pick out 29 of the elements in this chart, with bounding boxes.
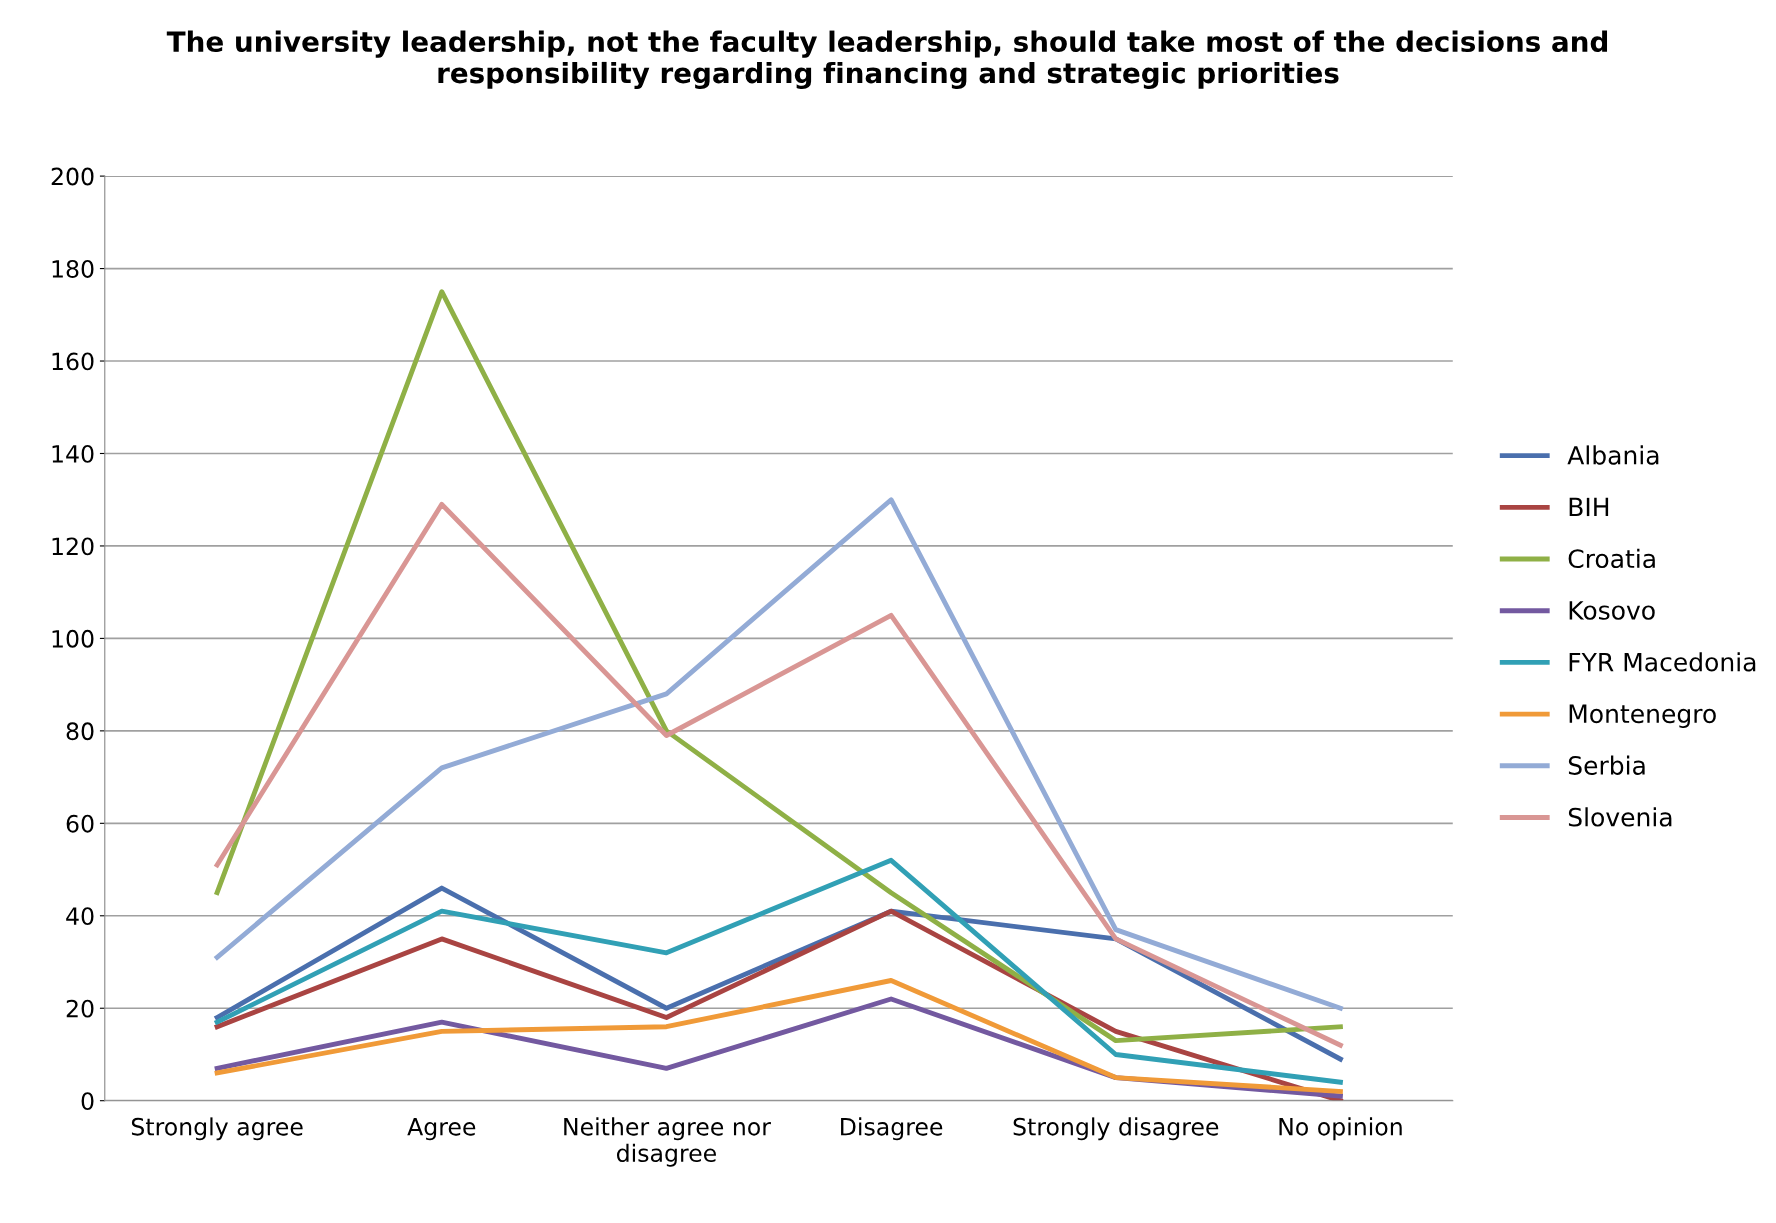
legend-label: Croatia [1568,548,1655,569]
legend-label: Montenegro [1569,704,1716,729]
line-series [214,289,1343,1044]
y-tick-label: 120 [52,537,94,556]
legend-label: Slovenia [1568,807,1672,827]
y-tick-label: 180 [52,260,94,278]
y-tick-label: 40 [66,907,94,926]
y-tick-label: 0 [81,1092,94,1111]
legend-label: BIH [1569,497,1609,517]
y-tick-label: 60 [66,814,94,833]
y-tick-label: 200 [51,167,94,186]
line-series [214,978,1343,1094]
line-series [214,857,1343,1085]
x-tick-label: No opinion [1279,1117,1402,1141]
y-tick-label: 160 [52,352,94,371]
chart-title: The university leadership, not the faculty leadership, should take most of the decisions and responsibility regarding financing and strategic priorities [166,30,1608,89]
legend-label: Serbia [1568,755,1645,775]
x-tick-label: Strongly agree [131,1117,303,1141]
legend-label: Kosovo [1569,601,1655,620]
x-tick-label: Neither agree nor disagree [564,1117,771,1167]
x-tick-label: Strongly disagree [1013,1117,1219,1141]
y-tick-label: 140 [52,444,94,463]
x-tick-label: Agree [407,1118,476,1141]
legend-label: FYR Macedonia [1569,652,1756,672]
y-tick-label: 20 [66,999,94,1018]
y-tick-label: 100 [52,629,94,648]
legend-label: Albania [1567,445,1659,465]
y-tick-label: 80 [66,722,94,741]
x-tick-label: Disagree [841,1117,943,1141]
